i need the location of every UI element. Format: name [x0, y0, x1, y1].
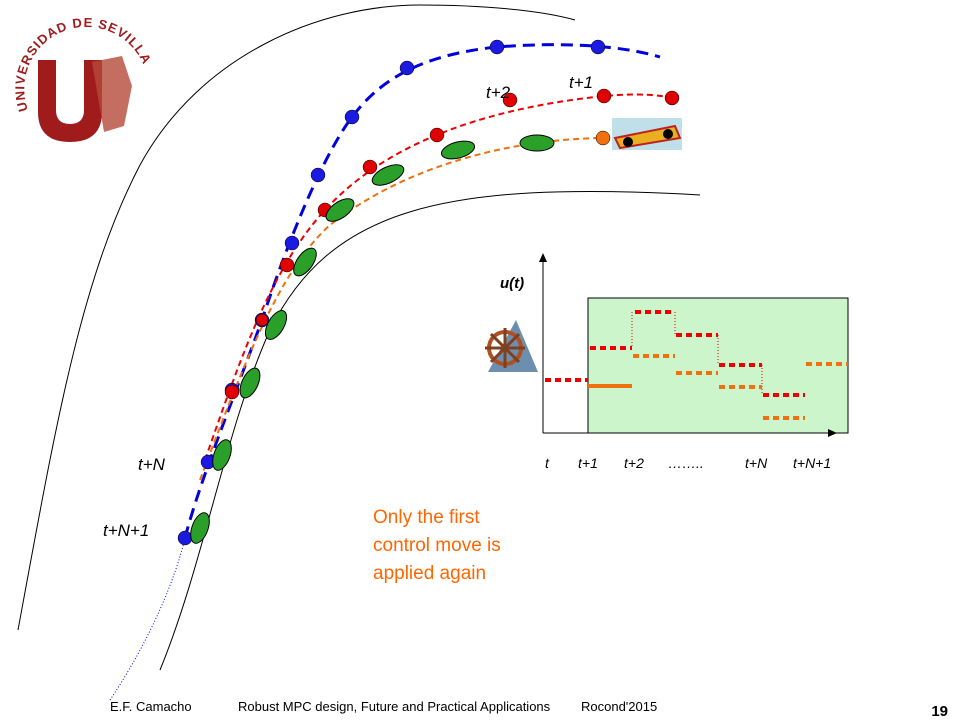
page: UNIVERSIDAD DE SEVILLA t+2 t+1 t+N t+N+1	[0, 0, 962, 724]
x-label: t+1	[578, 455, 598, 471]
caption-line: control move is	[373, 535, 501, 556]
footer-event: Rocond'2015	[581, 699, 657, 714]
label-tN: t+N	[138, 455, 166, 474]
y-label: u(t)	[500, 275, 524, 292]
label-tN1: t+N+1	[103, 521, 149, 540]
page-number: 19	[931, 703, 948, 720]
slide: UNIVERSIDAD DE SEVILLA t+2 t+1 t+N t+N+1	[0, 0, 962, 724]
caption-line: applied again	[373, 563, 486, 584]
x-label: t+2	[624, 455, 644, 471]
label-t2: t+2	[486, 83, 511, 102]
x-label: t+N+1	[793, 455, 831, 471]
x-label: t+N	[745, 455, 768, 471]
label-t1: t+1	[569, 73, 593, 92]
x-label: ……..	[668, 455, 704, 471]
footer-author: E.F. Camacho	[110, 699, 192, 714]
caption-line: Only the first	[373, 507, 480, 528]
orange-point	[596, 131, 610, 145]
footer-title: Robust MPC design, Future and Practical …	[238, 699, 551, 714]
race-car	[612, 118, 682, 150]
